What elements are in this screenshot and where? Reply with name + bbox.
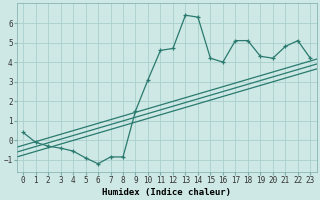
X-axis label: Humidex (Indice chaleur): Humidex (Indice chaleur) [102,188,231,197]
